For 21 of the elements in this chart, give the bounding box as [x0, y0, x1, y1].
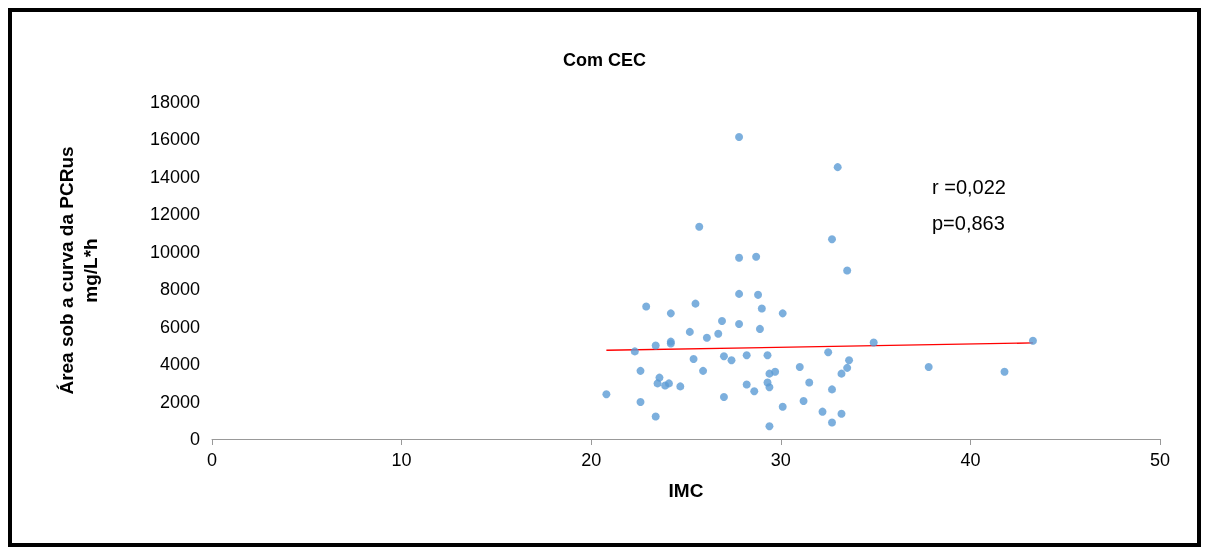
x-tick-label: 30: [770, 450, 791, 470]
annotation: p=0,863: [932, 212, 1005, 234]
y-tick-label: 0: [189, 429, 200, 449]
y-tick-label: 6000: [159, 316, 200, 337]
y-tick-label: 10000: [149, 241, 200, 262]
y-tick-label: 12000: [149, 204, 200, 225]
annotation: r =0,022: [932, 176, 1006, 198]
x-tick-label: 10: [391, 450, 412, 470]
y-tick-label: 16000: [149, 129, 200, 150]
x-tick-label: 40: [960, 450, 981, 470]
x-axis-title: IMC: [668, 480, 704, 501]
x-tick-label: 50: [1149, 450, 1171, 470]
y-tick-label: 18000: [149, 92, 200, 112]
chart-title: Com CEC: [562, 50, 647, 70]
y-tick-label: 8000: [159, 279, 200, 300]
y-tick-label: 4000: [159, 354, 200, 375]
x-tick-label: 20: [581, 450, 602, 470]
y-tick-label: 14000: [149, 166, 200, 187]
y-axis-title: Área sob a curva da PCRus mg/L*h: [55, 146, 101, 395]
x-tick-label: 0: [206, 450, 218, 470]
y-tick-label: 2000: [159, 391, 200, 412]
